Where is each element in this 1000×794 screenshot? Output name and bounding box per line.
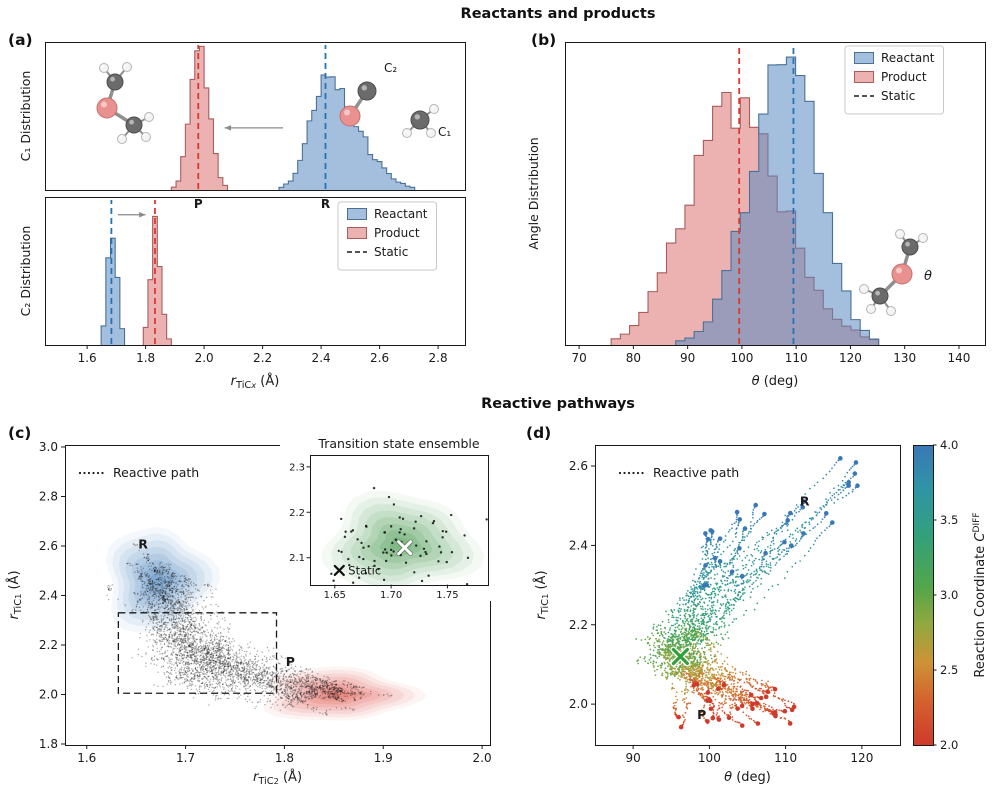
panel-label-a: (a) bbox=[8, 31, 33, 49]
panel-label-d: (d) bbox=[526, 424, 552, 442]
panel-label-b: (b) bbox=[531, 31, 557, 49]
section-title-reactants-products: Reactants and products bbox=[460, 6, 656, 22]
panel-a-distance-histograms-canvas bbox=[20, 30, 490, 402]
panel-label-c: (c) bbox=[8, 424, 32, 442]
panel-d-trajectories-canvas bbox=[520, 425, 1000, 794]
panel-c-kde-reactive-paths-canvas bbox=[0, 425, 500, 794]
section-title-reactive-pathways: Reactive pathways bbox=[481, 396, 635, 412]
panel-b-angle-histogram-canvas bbox=[520, 30, 1000, 402]
